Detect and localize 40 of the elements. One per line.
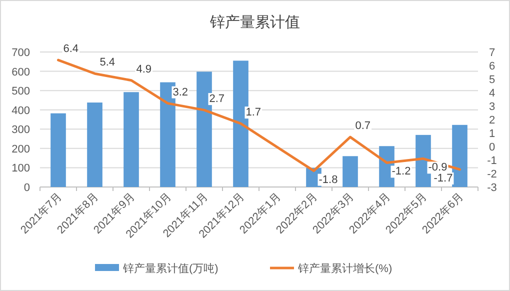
y2-tick-label: 3 [488, 101, 496, 113]
y2-tick-label: 5 [488, 74, 496, 86]
data-label: 1.7 [246, 106, 262, 119]
data-label: 6.4 [63, 43, 79, 56]
bar [87, 102, 102, 187]
data-label: 5.4 [100, 56, 116, 69]
y2-tick-label: -3 [487, 182, 497, 194]
line-series [57, 58, 461, 172]
y2-tick-label: 7 [488, 47, 496, 59]
y-tick-label: 700 [12, 47, 30, 59]
y2-tick-label: 1 [488, 128, 496, 140]
y2-tick-label: 6 [488, 60, 496, 72]
bar [452, 124, 468, 187]
bar [50, 113, 66, 187]
y-tick-label: 600 [12, 66, 30, 78]
legend-label: 锌产量累计值(万吨) [122, 262, 218, 275]
bar [342, 156, 358, 187]
y2-tick-label: -1 [487, 155, 497, 167]
y2-tick-label: 2 [488, 114, 496, 126]
y-tick-label: 200 [12, 143, 30, 156]
y2-tick-label: 0 [488, 142, 496, 154]
chart-title: 锌产量累计值 [209, 14, 300, 31]
data-label: -1.8 [318, 174, 338, 186]
data-label: 0.7 [355, 120, 371, 132]
y2-tick-label: 4 [488, 88, 496, 100]
y-tick-label: 300 [12, 124, 30, 136]
data-label: 3.2 [172, 86, 188, 98]
y2-tick-label: -2 [487, 168, 497, 180]
bar [124, 92, 139, 187]
data-label: -1.7 [434, 172, 453, 184]
y-tick-label: 500 [12, 86, 30, 98]
y-tick-label: 400 [12, 104, 30, 117]
bar [233, 60, 248, 187]
y-tick-label: 0 [24, 182, 30, 194]
data-label: 4.9 [136, 63, 152, 76]
y-tick-label: 100 [12, 162, 30, 175]
data-label: -1.2 [392, 166, 411, 178]
data-label: 2.7 [209, 93, 225, 106]
legend-label: 锌产量累计增长(%) [297, 262, 392, 275]
data-label: -0.9 [428, 162, 448, 174]
